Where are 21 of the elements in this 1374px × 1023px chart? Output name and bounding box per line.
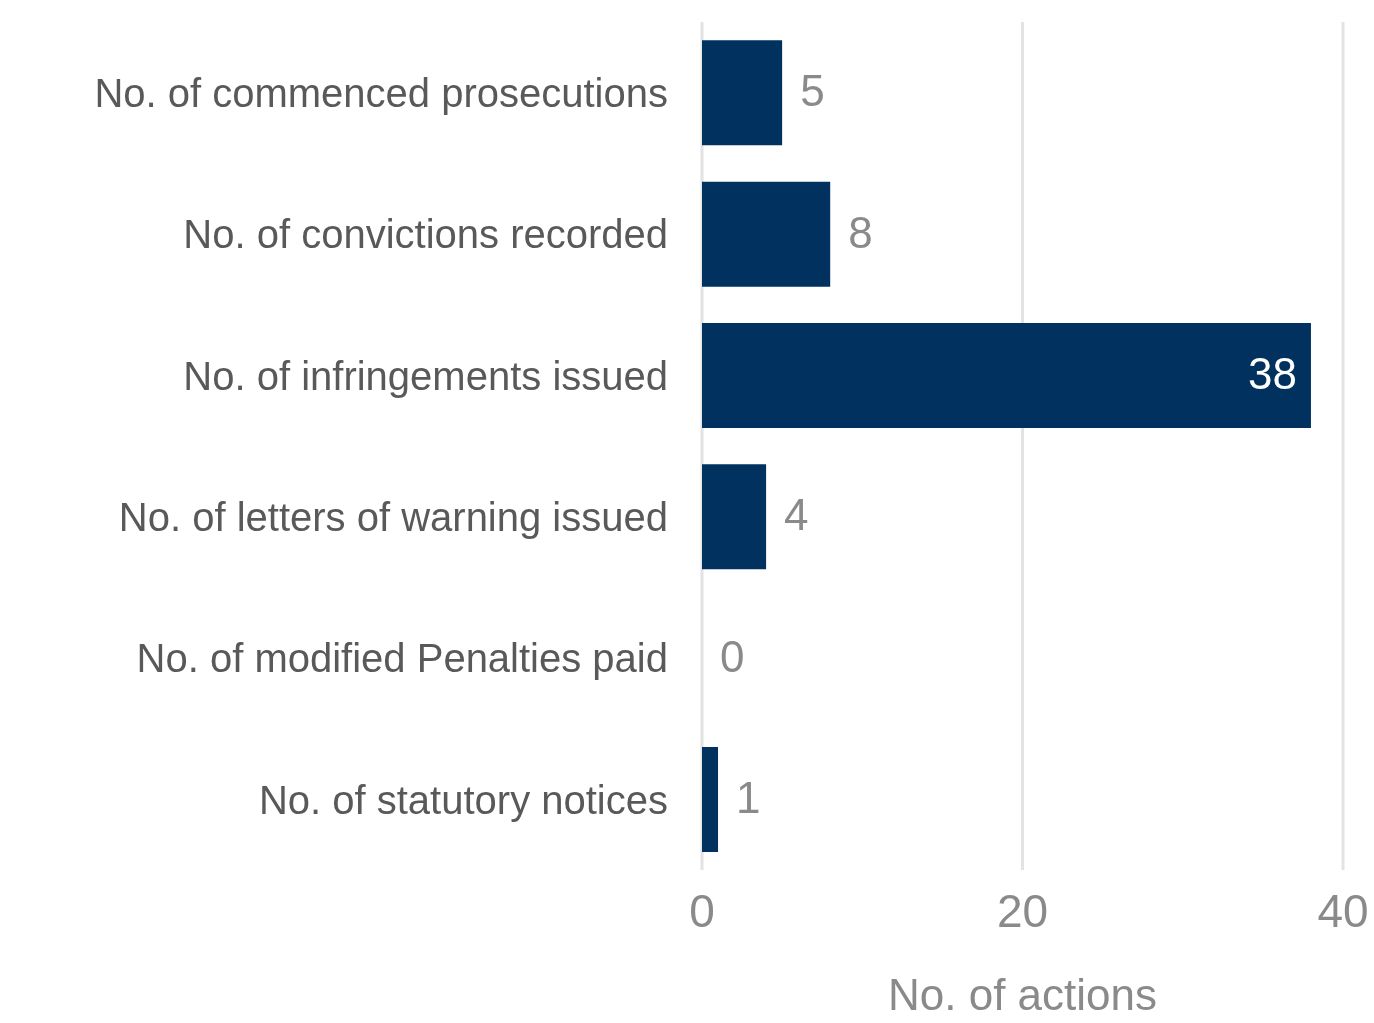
data-label: 4 (784, 490, 809, 540)
y-tick-label: No. of commenced prosecutions (94, 70, 668, 115)
y-tick-label: No. of convictions recorded (183, 212, 668, 257)
y-tick-label: No. of infringements issued (183, 353, 668, 398)
bar (702, 323, 1311, 429)
data-label: 38 (1248, 348, 1297, 398)
y-tick-label: No. of letters of warning issued (118, 494, 668, 539)
bar (702, 181, 831, 287)
bar (702, 747, 719, 853)
x-tick-label: 20 (996, 884, 1049, 937)
data-label: 8 (848, 207, 873, 257)
bar (702, 464, 767, 570)
x-tick-label: 0 (689, 884, 715, 937)
y-tick-label: No. of statutory notices (258, 777, 668, 822)
data-label: 1 (736, 772, 761, 822)
data-label: 5 (800, 66, 825, 116)
x-axis-title: No. of actions (887, 970, 1158, 1019)
data-label: 0 (720, 631, 745, 681)
y-tick-label: No. of modified Penalties paid (136, 636, 668, 681)
x-tick-label: 40 (1317, 884, 1369, 937)
bar (702, 40, 783, 146)
